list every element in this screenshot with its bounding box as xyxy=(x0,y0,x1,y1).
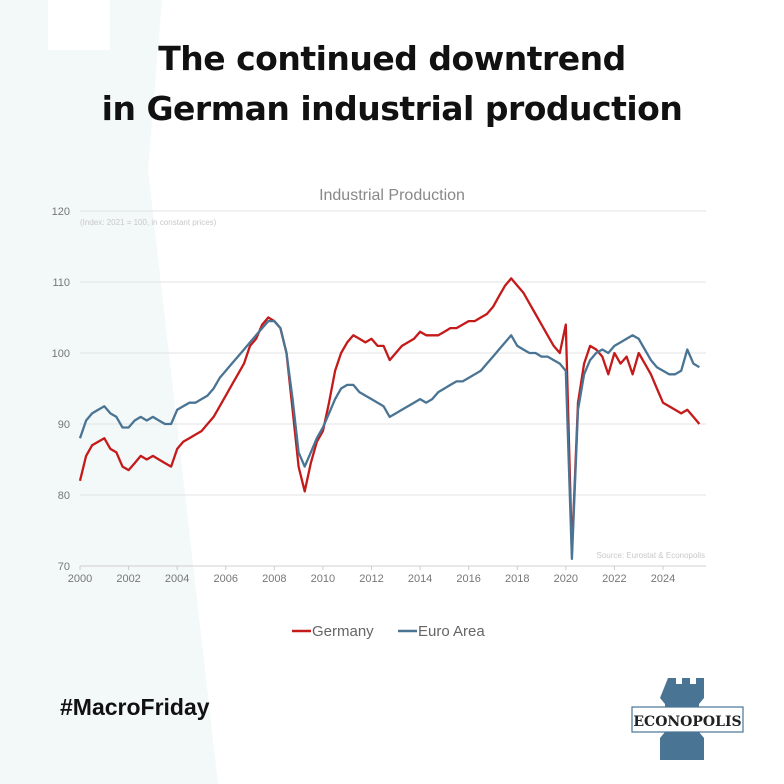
legend-label-germany: Germany xyxy=(312,623,374,640)
logo-banner xyxy=(631,706,744,733)
grid-lines xyxy=(80,210,706,567)
x-tick-label: 2020 xyxy=(554,573,578,585)
y-tick-label: 80 xyxy=(58,490,70,502)
headline: The continued downtrend in German indust… xyxy=(0,34,784,134)
y-axis-ticks: 70 80 90 100 110 120 xyxy=(52,206,70,573)
y-tick-label: 110 xyxy=(52,277,70,289)
y-tick-label: 100 xyxy=(52,348,70,360)
x-tick-label: 2012 xyxy=(359,573,383,585)
x-tick-label: 2016 xyxy=(456,573,480,585)
series-line-germany xyxy=(78,277,701,553)
x-tick-label: 2002 xyxy=(116,573,140,585)
legend-item-euro-area[interactable]: Euro Area xyxy=(398,623,485,640)
x-tick-label: 2022 xyxy=(602,573,626,585)
hashtag: #MacroFriday xyxy=(60,694,210,720)
chart-source: Source: Eurostat & Econopolis xyxy=(596,551,705,560)
legend-label-euro-area: Euro Area xyxy=(418,623,485,640)
x-tick-label: 2010 xyxy=(311,573,335,585)
logo-text: ECONOPOLIS xyxy=(633,714,741,730)
x-tick-label: 2006 xyxy=(214,573,238,585)
econopolis-logo: ECONOPOLIS xyxy=(631,678,744,760)
x-axis-ticks: 2000 2002 2004 2006 2008 2010 2012 2014 2016 2018… xyxy=(68,566,675,585)
series-lines xyxy=(78,277,701,561)
background-panel xyxy=(0,0,218,784)
chart-subtitle: (Index: 2021 = 100, in constant prices) xyxy=(80,218,217,227)
legend: Germany Euro Area xyxy=(292,623,485,640)
y-tick-label: 70 xyxy=(58,561,70,573)
x-tick-label: 2018 xyxy=(505,573,529,585)
series-line-euro-area xyxy=(78,319,700,561)
y-tick-label: 90 xyxy=(58,419,70,431)
headline-line-1: The continued downtrend xyxy=(158,39,626,78)
x-tick-label: 2008 xyxy=(262,573,286,585)
x-tick-label: 2014 xyxy=(408,573,432,585)
y-tick-label: 120 xyxy=(52,206,70,218)
chart-title: Industrial Production xyxy=(319,187,465,204)
legend-item-germany[interactable]: Germany xyxy=(292,623,374,640)
x-tick-label: 2024 xyxy=(651,573,675,585)
background-notch xyxy=(48,0,110,50)
x-tick-label: 2004 xyxy=(165,573,189,585)
x-tick-label: 2000 xyxy=(68,573,92,585)
headline-line-2: in German industrial production xyxy=(101,89,683,128)
